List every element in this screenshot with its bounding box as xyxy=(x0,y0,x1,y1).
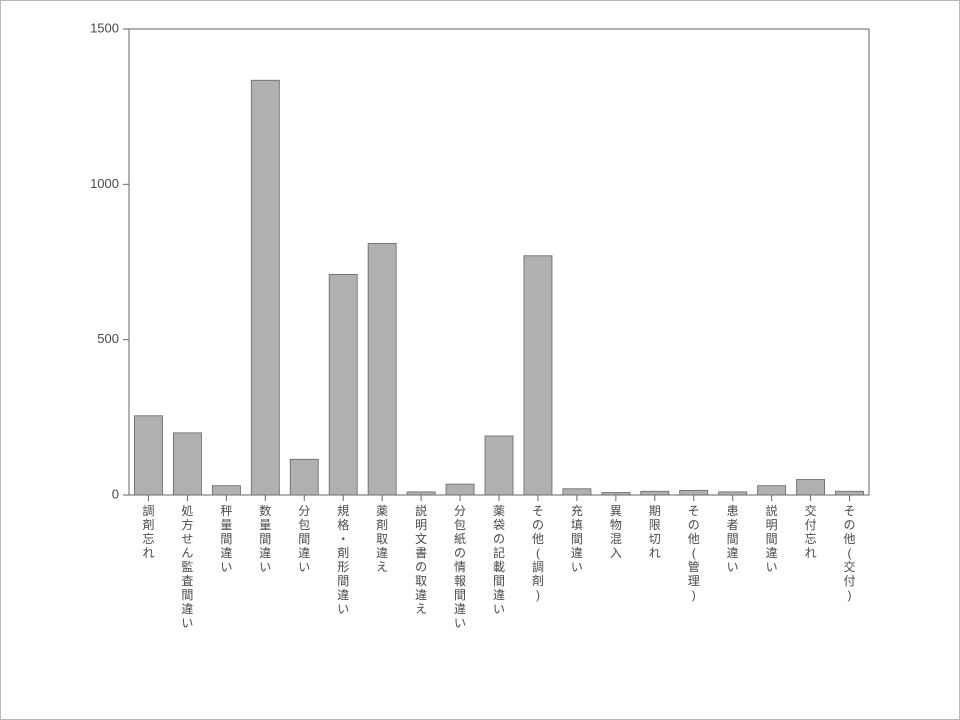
bar xyxy=(368,243,396,495)
x-tick-label: 薬袋の記載間違い xyxy=(493,504,505,616)
bar xyxy=(134,416,162,495)
x-tick-label: 処方せん監査間違い xyxy=(181,504,193,630)
bar xyxy=(212,486,240,495)
x-tick-label: 調剤忘れ xyxy=(142,504,154,560)
bar xyxy=(563,489,591,495)
x-tick-label: 患者間違い xyxy=(727,504,739,574)
x-tick-label: 説明文書の取違え xyxy=(415,503,427,616)
bar xyxy=(719,492,747,495)
x-tick-label: 分包間違い xyxy=(298,504,310,574)
y-tick-label: 1500 xyxy=(90,21,119,35)
x-tick-label: 分包紙の情報間違い xyxy=(454,504,466,630)
x-tick-label: 交付忘れ xyxy=(805,503,817,560)
bar xyxy=(797,479,825,495)
x-tick-label: 期限切れ xyxy=(649,504,661,560)
bar xyxy=(446,484,474,495)
bar xyxy=(602,493,630,495)
bar xyxy=(485,436,513,495)
x-tick-label: 数量間違い xyxy=(259,503,271,574)
bar xyxy=(758,486,786,495)
slide-frame: 0 500 1000 1500 調剤忘れ 処方せん監査間違い 秤量間違い 数量間違い 分包間違い… xyxy=(0,0,960,720)
bar xyxy=(329,274,357,495)
x-tick-label: その他(交付) xyxy=(844,504,856,602)
x-tick-label: 薬剤取違え xyxy=(376,504,388,574)
bar xyxy=(524,256,552,495)
bar xyxy=(290,459,318,495)
x-tick-label: 秤量間違い xyxy=(220,504,232,574)
x-tick-label: 規格・剤形間違い xyxy=(337,503,349,616)
bar xyxy=(251,80,279,495)
x-tick-label: その他(管理) xyxy=(688,504,700,602)
y-tick-label: 500 xyxy=(97,331,119,346)
x-tick-label: その他(調剤) xyxy=(532,504,544,602)
bar xyxy=(641,491,669,495)
bar xyxy=(836,491,864,495)
bar-chart: 0 500 1000 1500 調剤忘れ 処方せん監査間違い 秤量間違い 数量間違い 分包間違い… xyxy=(81,21,881,701)
x-tick-label: 充填間違い xyxy=(571,503,583,574)
x-tick-label: 説明間違い xyxy=(766,503,778,574)
bar xyxy=(407,492,435,495)
y-tick-label: 0 xyxy=(112,486,119,501)
bar xyxy=(173,433,201,495)
y-tick-label: 1000 xyxy=(90,176,119,191)
bar xyxy=(680,490,708,495)
x-tick-label: 異物混入 xyxy=(610,504,622,560)
bar-chart-svg: 0 500 1000 1500 調剤忘れ 処方せん監査間違い 秤量間違い 数量間違い 分包間違い… xyxy=(81,21,881,701)
